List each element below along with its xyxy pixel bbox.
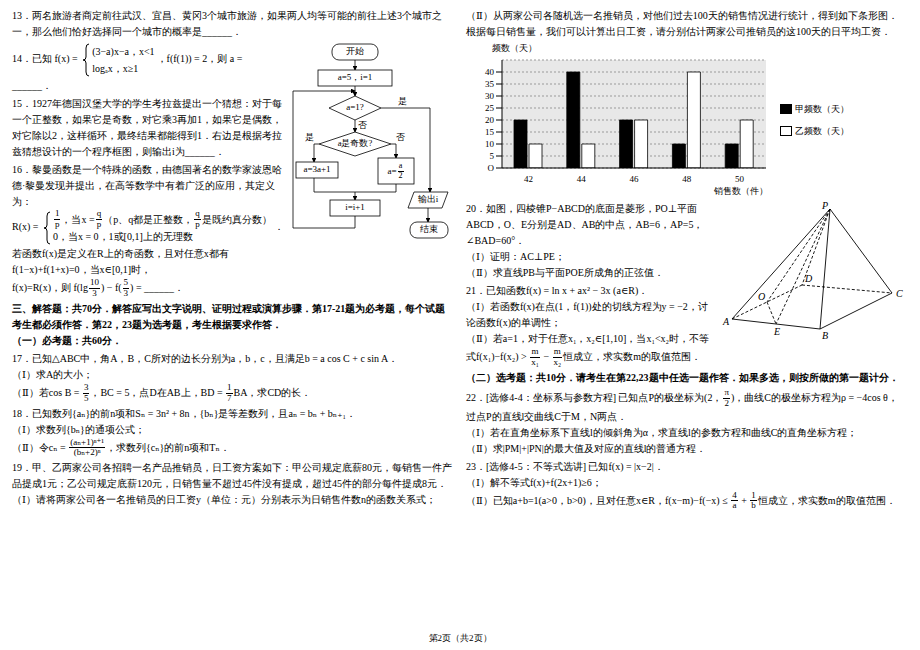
html-text:logₐx，x≥1: logₐx，x≥1	[92, 63, 139, 74]
html-text:17．已知△ABC中，角A，B，C所对的边长分别为a，b，c: 17．已知△ABC中，角A，B，C所对的边长分别为a，b，c，且满足b = a …	[12, 352, 399, 364]
html-text:(3−a)x−a，x<1: (3−a)x−a，x<1	[92, 46, 155, 57]
svg-text:a=5，i=1: a=5，i=1	[338, 72, 373, 82]
html-text:若函数f(x)是定义在R上的奇函数，且对任意x都有f(1−x: 若函数f(x)是定义在R上的奇函数，且对任意x都有f(1−x)+f(1+x)=0…	[12, 248, 229, 275]
svg-text:48: 48	[682, 174, 692, 184]
svg-text:a=1?: a=1?	[346, 102, 364, 112]
html-text:，求数列{cₙ}的前n项和Tₙ．: ，求数列{cₙ}的前n项和Tₙ．	[106, 441, 230, 453]
svg-text:O: O	[488, 163, 495, 173]
svg-text:25: 25	[485, 103, 495, 113]
svg-text:P: P	[821, 201, 828, 211]
html-text:1: 1	[55, 208, 60, 219]
html-text:（Ⅰ）若函数f(x)在点(1，f(1))处的切线方程为y =: （Ⅰ）若函数f(x)在点(1，f(1))处的切线方程为y = −2，讨论函数f(…	[466, 301, 708, 328]
html-text:x₁−m: x₁−m	[531, 346, 561, 367]
html-text:20．如图，四棱锥P−ABCD的底面是菱形，PO⊥平面ABC: 20．如图，四棱锥P−ABCD的底面是菱形，PO⊥平面ABCD，O、E分别是AD…	[466, 203, 704, 246]
svg-text:a是奇数?: a是奇数?	[338, 138, 373, 148]
svg-text:a=3a+1: a=3a+1	[303, 164, 330, 174]
svg-text:15: 15	[485, 127, 495, 137]
html-text:a: a	[398, 160, 403, 170]
html-text:13．两名旅游者商定前往武汉、宜昌、黄冈3个城市旅游，如果两: 13．两名旅游者商定前往武汉、宜昌、黄冈3个城市旅游，如果两人均等可能的前往上述…	[12, 10, 442, 37]
html-text:乙频数（天）: 乙频数（天）	[795, 126, 849, 136]
svg-text:50: 50	[735, 174, 745, 184]
svg-text:i=i+1: i=i+1	[345, 202, 365, 212]
html-text:a+1: a+1	[732, 489, 756, 511]
html-text:（二）选考题：共10分．请考生在第22,23题中任选一题作答: （二）选考题：共10分．请考生在第22,23题中任选一题作答．如果多选，则按所做…	[466, 371, 899, 383]
svg-text:44: 44	[577, 174, 587, 184]
html-text:3 ) = ______．: 3 ) = ______．	[123, 281, 184, 298]
html-text:（Ⅱ）已知a+b=1(a>0，b>0)，且对任意x∈R，f(: （Ⅱ）已知a+b=1(a>0，b>0)，且对任意x∈R，f(x−m)−f(−x)…	[466, 489, 737, 506]
html-text:（Ⅱ）令cₙ =(aₙ+1)ⁿ⁺¹: （Ⅱ）令cₙ =(aₙ+1)ⁿ⁺¹	[12, 436, 104, 453]
html-text:x₂恒成立，求实数m的取值范围．: x₂恒成立，求实数m的取值范围．	[553, 350, 701, 367]
html-text:0，当x = 0，1或[0,1]上的无理数: 0，当x = 0，1或[0,1]上的无理数	[53, 231, 193, 242]
svg-text:输出i: 输出i	[418, 194, 439, 204]
svg-text:35: 35	[485, 79, 495, 89]
svg-text:E: E	[773, 326, 780, 337]
html-text:q: q	[96, 208, 102, 219]
svg-text:否: 否	[396, 132, 405, 142]
html-text:（Ⅰ）若在直角坐标系下直线l的倾斜角为α，求直线l的参数方程: （Ⅰ）若在直角坐标系下直线l的倾斜角为α，求直线l的参数方程和曲线C的直角坐标方…	[466, 426, 858, 438]
html-text:p，当x =: p，当x =	[55, 214, 95, 229]
svg-text:开始: 开始	[346, 46, 364, 56]
html-text:b恒成立，求实数m的取值范围．: b恒成立，求实数m的取值范围．	[751, 494, 896, 511]
html-text:14．已知 f(x) =: 14．已知 f(x) =	[12, 53, 81, 65]
html-text:第2页（共2页）: 第2页（共2页）	[428, 633, 492, 643]
html-text:（Ⅰ）求数列{bₙ}的通项公式；: （Ⅰ）求数列{bₙ}的通项公式；	[12, 423, 145, 435]
html-text:p是既约真分数）: p是既约真分数）	[195, 214, 272, 229]
html-text:f(x)=R(x)，则 f(lg10: f(x)=R(x)，则 f(lg10	[12, 277, 99, 293]
html-text:三、解答题：共70分．解答应写出文字说明、证明过程或演算步骤: 三、解答题：共70分．解答应写出文字说明、证明过程或演算步骤．第17-21题为必…	[12, 302, 446, 330]
html-text:19．甲、乙两家公司各招聘一名产品推销员，日工资方案如下：甲: 19．甲、乙两家公司各招聘一名产品推销员，日工资方案如下：甲公司规定底薪80元，…	[12, 462, 452, 490]
svg-text:40: 40	[485, 67, 495, 77]
html-text:（Ⅱ）求|PM|+|PN|的最大值及对应的直线l的普通方程．: （Ⅱ）求|PM|+|PN|的最大值及对应的直线l的普通方程．	[466, 442, 707, 454]
html-text:a=: a=	[387, 166, 397, 176]
svg-text:10: 10	[485, 139, 495, 149]
html-text:21．已知函数f(x) = ln x + ax² − 3x: 21．已知函数f(x) = ln x + ax² − 3x (a∈R)．	[466, 285, 649, 296]
html-text:（Ⅱ）若a=1，对于任意x₁，x₂∈[1,10]，当x₁<x: （Ⅱ）若a=1，对于任意x₁，x₂∈[1,10]，当x₁<x₂时，不等式f(x₁…	[466, 333, 709, 362]
html-text:（Ⅰ）证明：AC⊥PE；: （Ⅰ）证明：AC⊥PE；	[466, 251, 565, 262]
html-text:（Ⅰ）解不等式f(x)+f(2x+1)≥6；: （Ⅰ）解不等式f(x)+f(2x+1)≥6；	[466, 476, 602, 488]
html-text:23．[选修4-5：不等式选讲] 已知f(x) = |x−2: 23．[选修4-5：不等式选讲] 已知f(x) = |x−2|．	[466, 460, 664, 472]
html-text:（Ⅰ）请将两家公司各一名推销员的日工资y（单位：元）分别表示: （Ⅰ）请将两家公司各一名推销员的日工资y（单位：元）分别表示为日销售件数n的函数…	[12, 494, 436, 506]
html-text:7BA，求CD的长．: 7BA，求CD的长．	[227, 386, 312, 403]
html-text:5，BC = 5，点D在AB上，BD =1: 5，BC = 5，点D在AB上，BD =1	[83, 381, 232, 403]
html-text:，f(f(1)) = 2，则 a = ______．: ，f(f(1)) = 2，则 a = ______．	[12, 53, 243, 91]
html-text:（Ⅱ）若cos B =3: （Ⅱ）若cos B =3	[12, 381, 89, 398]
html-text:R(x) =: R(x) =	[12, 221, 41, 233]
html-text:15．1927年德国汉堡大学的学生考拉兹提出一个猜想：对于每: 15．1927年德国汉堡大学的学生考拉兹提出一个猜想：对于每一个正整数，如果它是…	[12, 98, 282, 157]
svg-text:否: 否	[358, 120, 367, 130]
html-text:销售数（件）: 销售数（件）	[714, 186, 768, 196]
svg-text:C: C	[896, 288, 903, 299]
html-text:p（p、q都是正整数，: p（p、q都是正整数，	[96, 214, 194, 229]
svg-text:O: O	[758, 291, 765, 302]
svg-text:20: 20	[485, 115, 495, 125]
html-text:22．[选修4-4：坐标系与参数方程] 已知点P的极坐标为(: 22．[选修4-4：坐标系与参数方程] 已知点P的极坐标为(2，π	[466, 386, 729, 403]
html-text:（Ⅱ）求直线PB与平面POE所成角的正弦值．: （Ⅱ）求直线PB与平面POE所成角的正弦值．	[466, 267, 664, 278]
html-text:18．已知数列{aₙ}的前n项和Sₙ = 3n² + 8n，: 18．已知数列{aₙ}的前n项和Sₙ = 3n² + 8n，{bₙ}是等差数列，…	[12, 407, 356, 419]
html-text:3 ) − f(5: 3 ) − f(5	[92, 277, 128, 298]
svg-text:D: D	[804, 273, 813, 284]
html-text:（一）必考题：共60分．: （一）必考题：共60分．	[12, 334, 122, 346]
html-text:频数（天）: 频数（天）	[492, 43, 537, 53]
html-text:（Ⅰ）求A的大小；: （Ⅰ）求A的大小；	[12, 368, 94, 380]
svg-text:是: 是	[305, 132, 314, 142]
html-text:甲频数（天）: 甲频数（天）	[795, 104, 849, 114]
html-text:(bₙ+2)ⁿ: (bₙ+2)ⁿ	[73, 447, 101, 458]
html-text:2)，曲线C的极坐标方程为ρ = −4cos θ，过点P的直: 2)，曲线C的极坐标方程为ρ = −4cos θ，过点P的直线l交曲线C于M，N…	[466, 391, 898, 422]
svg-text:30: 30	[485, 91, 495, 101]
svg-text:B: B	[822, 330, 828, 341]
html-text:q: q	[195, 208, 200, 219]
html-text:16．黎曼函数是一个特殊的函数，由德国著名的数学家波恩哈德·: 16．黎曼函数是一个特殊的函数，由德国著名的数学家波恩哈德·黎曼发现并提出，在高…	[12, 164, 282, 207]
svg-text:46: 46	[630, 174, 640, 184]
svg-text:结束: 结束	[420, 224, 438, 234]
svg-text:5: 5	[490, 151, 495, 161]
svg-text:是: 是	[398, 96, 407, 106]
html-text:2: 2	[398, 170, 403, 180]
svg-text:A: A	[722, 316, 730, 327]
html-text:（Ⅱ）从两家公司各随机选一名推销员，对他们过去100天的销售: （Ⅱ）从两家公司各随机选一名推销员，对他们过去100天的销售情况进行统计，得到如…	[466, 10, 898, 37]
svg-text:42: 42	[524, 174, 533, 184]
